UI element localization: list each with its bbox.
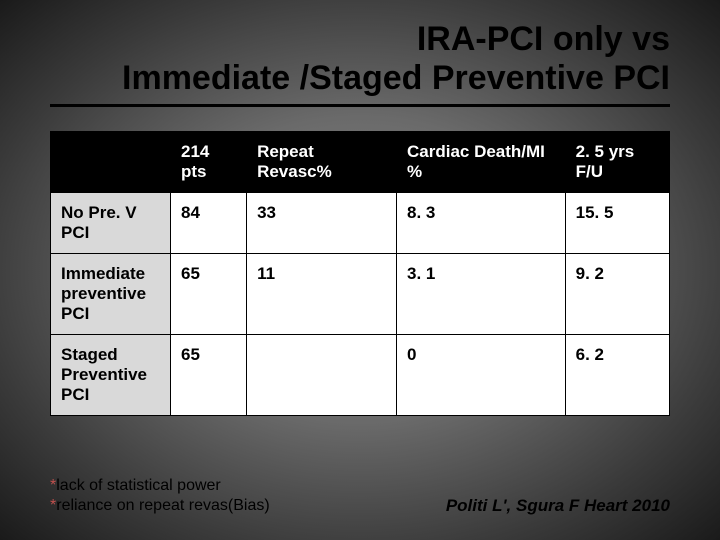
data-cell: 65: [171, 335, 247, 416]
table-header-row: 214 pts Repeat Revasc% Cardiac Death/MI …: [51, 132, 670, 193]
citation: Politi L', Sgura F Heart 2010: [446, 496, 670, 516]
data-cell: [247, 335, 397, 416]
table-row: No Pre. V PCI 84 33 8. 3 15. 5: [51, 193, 670, 254]
data-cell: 8. 3: [396, 193, 565, 254]
footnote-text: reliance on repeat revas(Bias): [56, 497, 269, 514]
header-cell: 214 pts: [171, 132, 247, 193]
header-cell-empty: [51, 132, 171, 193]
table-row: Staged Preventive PCI 65 0 6. 2: [51, 335, 670, 416]
header-cell: Repeat Revasc%: [247, 132, 397, 193]
header-cell: Cardiac Death/MI %: [396, 132, 565, 193]
row-label: Immediate preventive PCI: [51, 254, 171, 335]
footnote-text: lack of statistical power: [56, 477, 221, 494]
header-cell: 2. 5 yrs F/U: [565, 132, 669, 193]
title-area: IRA-PCI only vs Immediate /Staged Preven…: [0, 0, 720, 98]
title-underline: [50, 104, 670, 107]
data-cell: 65: [171, 254, 247, 335]
data-cell: 0: [396, 335, 565, 416]
footnote-line: *reliance on repeat revas(Bias): [50, 496, 270, 516]
data-cell: 33: [247, 193, 397, 254]
data-cell: 6. 2: [565, 335, 669, 416]
table-row: Immediate preventive PCI 65 11 3. 1 9. 2: [51, 254, 670, 335]
comparison-table-wrap: 214 pts Repeat Revasc% Cardiac Death/MI …: [50, 131, 670, 416]
data-cell: 11: [247, 254, 397, 335]
comparison-table: 214 pts Repeat Revasc% Cardiac Death/MI …: [50, 131, 670, 416]
data-cell: 15. 5: [565, 193, 669, 254]
row-label: Staged Preventive PCI: [51, 335, 171, 416]
data-cell: 84: [171, 193, 247, 254]
footer: *lack of statistical power *reliance on …: [50, 476, 670, 516]
title-line-2: Immediate /Staged Preventive PCI: [50, 59, 670, 98]
footnote-line: *lack of statistical power: [50, 476, 270, 496]
row-label: No Pre. V PCI: [51, 193, 171, 254]
data-cell: 9. 2: [565, 254, 669, 335]
data-cell: 3. 1: [396, 254, 565, 335]
footnotes: *lack of statistical power *reliance on …: [50, 476, 270, 516]
title-line-1: IRA-PCI only vs: [50, 20, 670, 59]
